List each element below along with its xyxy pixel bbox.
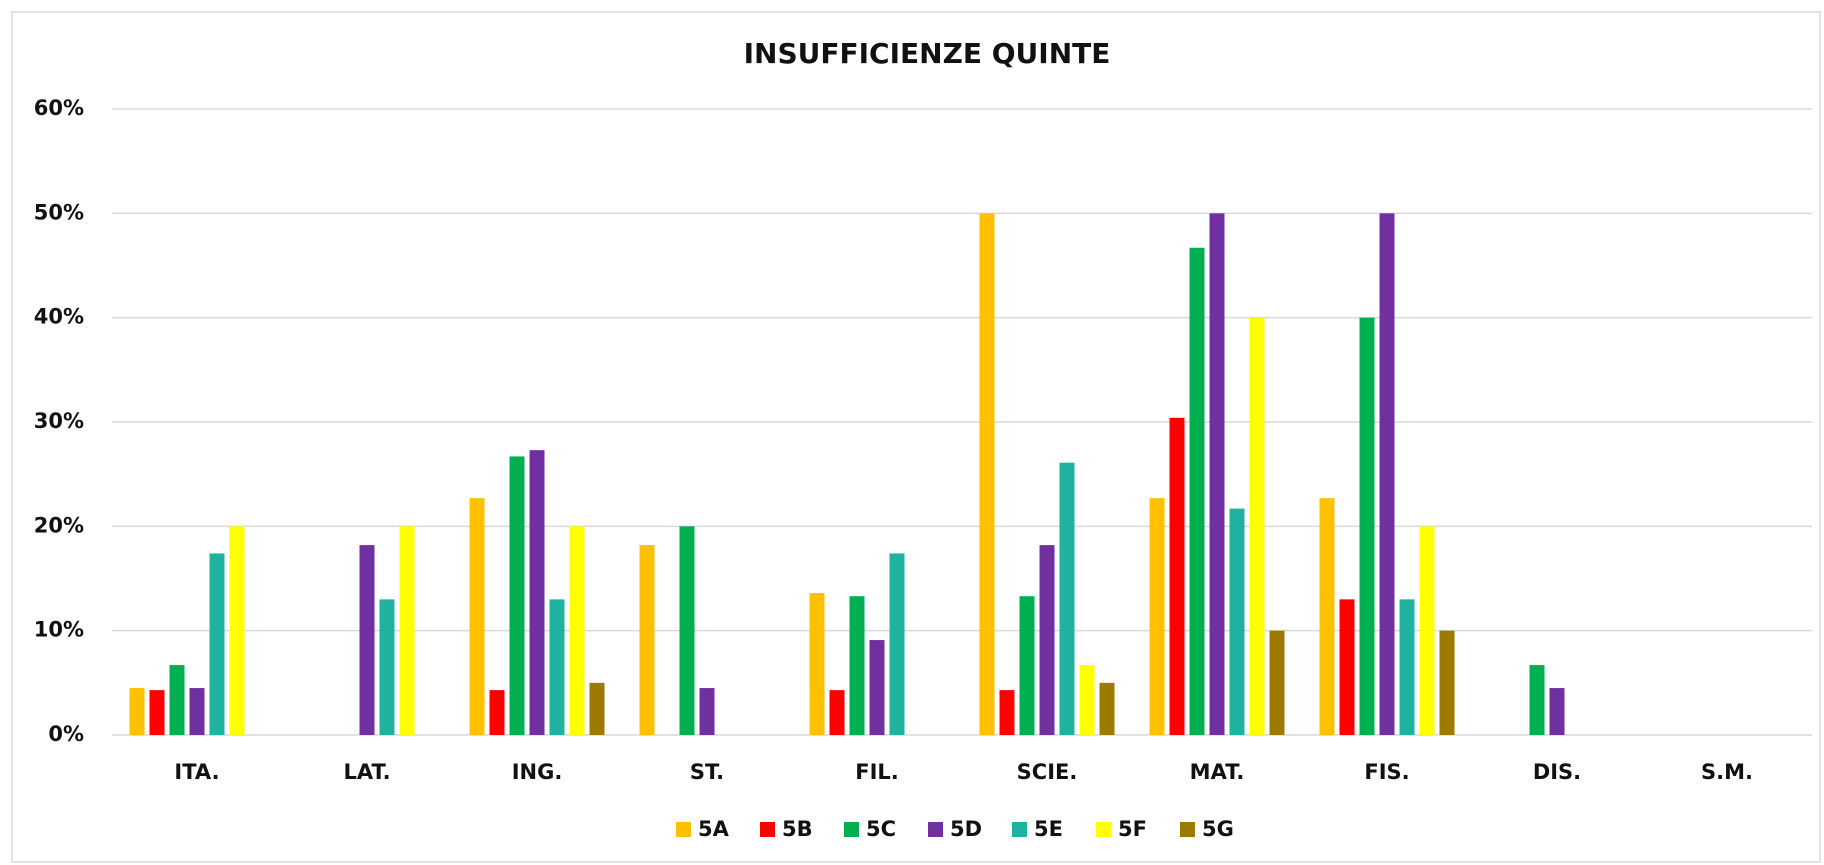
x-tick-label: ST. bbox=[690, 760, 724, 784]
bar bbox=[1209, 213, 1225, 736]
bar bbox=[399, 526, 415, 735]
legend-swatch bbox=[676, 822, 691, 837]
x-tick-label: FIL. bbox=[855, 760, 899, 784]
bar bbox=[1079, 665, 1095, 735]
legend-label: 5E bbox=[1034, 817, 1063, 841]
y-tick-label: 60% bbox=[34, 96, 84, 120]
bar bbox=[129, 688, 145, 735]
bar bbox=[509, 456, 525, 735]
legend-label: 5G bbox=[1202, 817, 1234, 841]
x-tick-label: MAT. bbox=[1190, 760, 1245, 784]
legend-label: 5D bbox=[950, 817, 982, 841]
bar bbox=[1169, 417, 1185, 735]
legend-swatch bbox=[1180, 822, 1195, 837]
x-tick-label: ING. bbox=[512, 760, 563, 784]
bar bbox=[1549, 688, 1565, 735]
bar bbox=[889, 553, 905, 735]
legend-swatch bbox=[928, 822, 943, 837]
y-tick-label: 0% bbox=[48, 722, 84, 746]
legend-label: 5F bbox=[1118, 817, 1147, 841]
bar bbox=[359, 545, 375, 735]
bar bbox=[869, 640, 885, 735]
bar bbox=[1319, 498, 1335, 735]
bar bbox=[679, 526, 695, 735]
bar bbox=[379, 599, 395, 735]
bar bbox=[979, 213, 995, 736]
x-tick-label: DIS. bbox=[1533, 760, 1581, 784]
bar bbox=[229, 526, 245, 735]
x-tick-label: S.M. bbox=[1701, 760, 1753, 784]
bar bbox=[639, 545, 655, 735]
legend-swatch bbox=[760, 822, 775, 837]
bar bbox=[549, 599, 565, 735]
x-tick-label: FIS. bbox=[1364, 760, 1409, 784]
legend-swatch bbox=[1012, 822, 1027, 837]
bar bbox=[1399, 599, 1415, 735]
bar bbox=[489, 690, 505, 735]
y-tick-label: 10% bbox=[34, 618, 84, 642]
chart-frame bbox=[11, 11, 1821, 863]
bar bbox=[1039, 545, 1055, 735]
bar bbox=[699, 688, 715, 735]
x-tick-label: SCIE. bbox=[1017, 760, 1078, 784]
y-tick-label: 50% bbox=[34, 200, 84, 224]
bar bbox=[999, 690, 1015, 735]
bar bbox=[1099, 682, 1115, 735]
bar bbox=[1189, 247, 1205, 735]
bar bbox=[1529, 665, 1545, 735]
bar bbox=[169, 665, 185, 735]
bar bbox=[1379, 213, 1395, 736]
y-tick-label: 30% bbox=[34, 409, 84, 433]
x-tick-label: ITA. bbox=[174, 760, 219, 784]
y-tick-label: 40% bbox=[34, 305, 84, 329]
legend-swatch bbox=[1096, 822, 1111, 837]
bar bbox=[529, 450, 545, 735]
legend-label: 5B bbox=[782, 817, 813, 841]
bar bbox=[1419, 526, 1435, 735]
bar bbox=[469, 498, 485, 735]
bar bbox=[569, 526, 585, 735]
bar bbox=[1249, 317, 1265, 735]
bar bbox=[829, 690, 845, 735]
x-tick-label: LAT. bbox=[343, 760, 390, 784]
bar bbox=[1149, 498, 1165, 735]
bar bbox=[209, 553, 225, 735]
legend-label: 5C bbox=[866, 817, 896, 841]
bar bbox=[1019, 596, 1035, 735]
y-tick-label: 20% bbox=[34, 513, 84, 537]
bar bbox=[849, 596, 865, 735]
legend-swatch bbox=[844, 822, 859, 837]
bar bbox=[149, 690, 165, 735]
bar bbox=[1359, 317, 1375, 735]
bar bbox=[1339, 599, 1355, 735]
bar bbox=[1059, 462, 1075, 735]
bar bbox=[189, 688, 205, 735]
legend-label: 5A bbox=[698, 817, 730, 841]
bar bbox=[1439, 630, 1455, 735]
bar bbox=[809, 593, 825, 735]
bar bbox=[1269, 630, 1285, 735]
bar bbox=[1229, 508, 1245, 735]
bar bbox=[589, 682, 605, 735]
chart-title: INSUFFICIENZE QUINTE bbox=[744, 37, 1111, 70]
